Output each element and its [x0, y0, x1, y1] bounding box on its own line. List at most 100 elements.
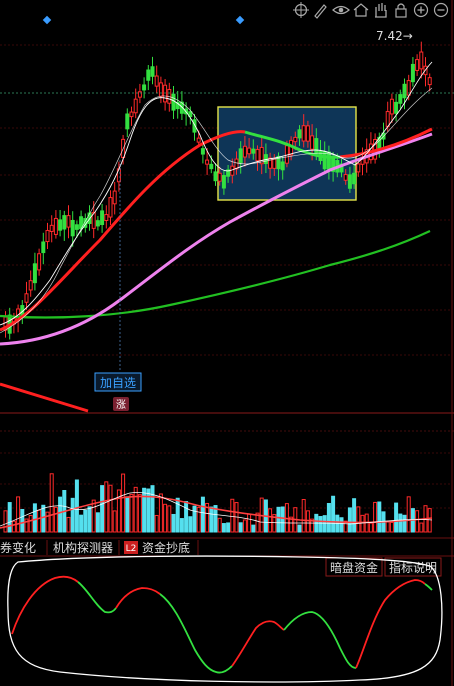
- hand-icon[interactable]: [375, 3, 387, 18]
- high-price-label: 7.42→: [376, 29, 413, 43]
- volume-bar: [171, 513, 176, 533]
- volume-bar: [255, 512, 260, 533]
- volume-bar: [318, 516, 323, 533]
- event-marker-diamond[interactable]: [235, 15, 245, 25]
- candle-body: [53, 217, 58, 235]
- candle-body: [419, 51, 424, 70]
- candle-body: [402, 83, 407, 99]
- candle-body: [205, 159, 210, 165]
- candle-body: [209, 163, 214, 170]
- volume-bar: [175, 497, 180, 533]
- volume-bar: [83, 509, 88, 533]
- oscillator-red-3: [231, 620, 285, 667]
- volume-bar: [100, 485, 105, 533]
- tab-short-selling-change[interactable]: 融券变化: [0, 540, 36, 555]
- volume-bar: [58, 496, 63, 533]
- candle-body: [293, 136, 298, 143]
- volume-bar: [268, 508, 273, 533]
- volume-bar: [377, 501, 382, 533]
- volume-bar: [95, 512, 100, 533]
- volume-bar: [205, 502, 210, 533]
- candle-body: [410, 63, 415, 83]
- volume-bar: [32, 503, 37, 533]
- eye-icon[interactable]: [332, 5, 350, 15]
- candle-body: [415, 59, 420, 71]
- volume-bar: [28, 514, 33, 533]
- zoom-in-icon[interactable]: [413, 2, 429, 18]
- indicator-help-button[interactable]: 指标说明: [384, 557, 442, 577]
- candle-body: [347, 174, 352, 189]
- candle-body: [41, 241, 46, 254]
- volume-bar: [326, 502, 331, 533]
- ma-mid-line: [0, 130, 246, 332]
- candle-body: [394, 101, 399, 114]
- candle-body: [58, 219, 63, 231]
- candle-body: [91, 212, 96, 229]
- volume-bar: [272, 514, 277, 533]
- candle-body: [95, 220, 100, 227]
- zhang-label: 涨: [116, 399, 126, 411]
- volume-bar: [184, 501, 189, 533]
- tab-badge: L2: [126, 544, 137, 554]
- volume-bar: [200, 496, 205, 533]
- volume-bar: [322, 515, 327, 533]
- dark-pool-button[interactable]: 暗盘资金: [325, 557, 383, 577]
- candle-body: [226, 169, 231, 177]
- candle-body: [133, 98, 138, 114]
- oscillator-green-1: [77, 581, 117, 614]
- candle-body: [356, 163, 361, 173]
- volume-bar: [226, 522, 231, 533]
- candle-body: [389, 98, 394, 115]
- ma-mid-line-tail: [339, 127, 433, 159]
- candle-body: [171, 93, 176, 111]
- tab-label: 机构探测器: [53, 540, 113, 555]
- indicator-tab-bar: 融券变化 机构探测器 L2 资金抄底: [0, 537, 454, 557]
- home-icon[interactable]: [353, 3, 369, 17]
- volume-bar: [280, 506, 285, 533]
- pen-icon[interactable]: [314, 4, 327, 19]
- oscillator-green-4: [424, 583, 433, 591]
- tab-label: 资金抄底: [142, 540, 190, 555]
- event-marker-diamond[interactable]: [42, 15, 52, 25]
- volume-bar: [251, 524, 256, 533]
- tab-institution-detector[interactable]: 机构探测器: [53, 540, 113, 555]
- candle-body: [192, 119, 197, 133]
- volume-bar: [352, 498, 357, 533]
- volume-bar: [74, 479, 79, 533]
- zhang-badge: 涨: [113, 397, 129, 411]
- zoom-out-icon[interactable]: [433, 2, 449, 18]
- volume-bar: [91, 499, 96, 533]
- volume-bars: [3, 473, 432, 533]
- lock-icon[interactable]: [395, 3, 407, 18]
- add-watchlist-marker[interactable]: 加自选: [94, 372, 142, 392]
- ma-long-line: [0, 132, 433, 346]
- volume-bar: [339, 517, 344, 533]
- volume-bar: [373, 501, 378, 533]
- volume-bar: [104, 481, 109, 533]
- volume-bar: [297, 524, 302, 533]
- volume-bar: [242, 519, 247, 533]
- volume-bar: [24, 518, 29, 533]
- dark-pool-label: 暗盘资金: [330, 560, 378, 575]
- volume-bar: [167, 505, 172, 533]
- candle-body: [276, 155, 281, 170]
- ma-mid-line-green-segment: [244, 130, 341, 159]
- volume-bar: [213, 505, 218, 533]
- volume-bar: [209, 506, 214, 533]
- volume-bar: [41, 504, 46, 533]
- candle-body: [427, 77, 432, 86]
- volume-bar: [7, 502, 12, 533]
- volume-bar: [343, 520, 348, 533]
- candle-body: [37, 253, 42, 271]
- tab-fund-bottom-fishing[interactable]: L2 资金抄底: [124, 540, 190, 555]
- volume-bar: [360, 514, 365, 533]
- candle-body: [66, 215, 71, 228]
- candle-body: [62, 215, 67, 230]
- volume-bar: [289, 516, 294, 533]
- volume-grid: [0, 452, 452, 509]
- annotation-outline: [7, 555, 443, 683]
- oscillator-red-2: [115, 587, 161, 609]
- volume-bar: [66, 516, 71, 533]
- crosshair-icon[interactable]: [293, 2, 309, 18]
- volume-bar: [129, 493, 134, 533]
